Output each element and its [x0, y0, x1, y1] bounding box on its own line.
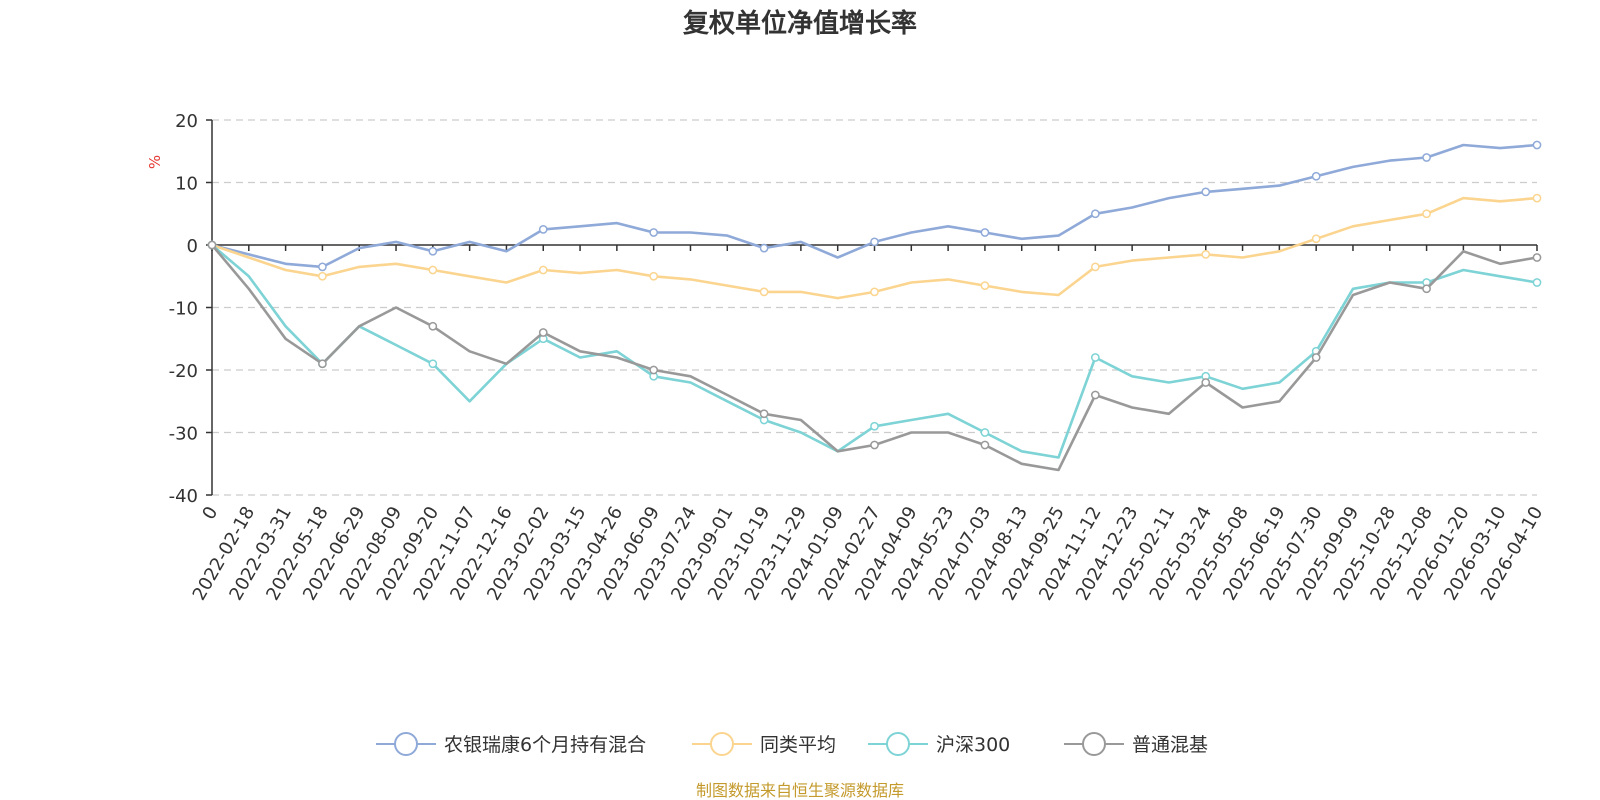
legend-item[interactable]: 沪深300: [868, 732, 1010, 756]
y-tick-label: -20: [169, 361, 198, 382]
series-point: [1311, 171, 1321, 181]
series-point: [538, 225, 548, 234]
y-tick-label: -40: [169, 486, 198, 507]
series-point: [870, 237, 879, 247]
series-point: [1532, 278, 1542, 287]
series-point: [538, 328, 548, 337]
series-point: [1311, 353, 1321, 362]
legend-label: 农银瑞康6个月持有混合: [444, 734, 646, 756]
y-tick-label: 0: [187, 236, 198, 257]
series-point: [1090, 353, 1100, 362]
y-tick-label: 20: [175, 111, 198, 132]
series-point: [870, 421, 879, 431]
grid-lines: [212, 119, 1537, 496]
legend-swatch-marker: [710, 732, 734, 756]
legend-item[interactable]: 同类平均: [692, 732, 836, 756]
series-point: [649, 365, 659, 375]
series-lines: [207, 140, 1542, 472]
y-tick-label: -30: [169, 424, 198, 445]
series-point: [428, 265, 438, 275]
series-point: [1090, 209, 1100, 219]
series-point: [428, 321, 438, 331]
series-point: [870, 287, 879, 297]
legend-swatch-marker: [1082, 732, 1106, 756]
series-point: [428, 246, 438, 256]
axes: 20100-10-20-30-4002022-02-182022-03-3120…: [169, 111, 1548, 604]
series-point: [207, 240, 217, 250]
chart-title: 复权单位净值增长率: [683, 8, 917, 39]
y-tick-label: 10: [175, 174, 198, 195]
data-source-note: 制图数据来自恒生聚源数据库: [696, 781, 904, 800]
series-point: [428, 359, 438, 369]
x-tick-label: 0: [198, 503, 222, 523]
series-point: [1311, 234, 1321, 244]
y-axis-unit: %: [146, 155, 164, 169]
legend-label: 普通混基: [1132, 734, 1208, 756]
series-point: [318, 359, 327, 369]
series-point: [1090, 262, 1100, 272]
legend-item[interactable]: 普通混基: [1064, 732, 1208, 756]
series-point: [649, 228, 659, 237]
series-point: [1422, 209, 1431, 219]
series-point: [759, 409, 769, 419]
series-point: [1422, 153, 1431, 162]
series-point: [759, 287, 769, 297]
legend-label: 沪深300: [936, 734, 1010, 756]
series-point: [1532, 140, 1542, 150]
series-point: [649, 271, 659, 281]
series-point: [1201, 378, 1211, 387]
series-point: [980, 228, 990, 237]
series-point: [980, 440, 990, 450]
series-point: [1201, 250, 1211, 259]
series-point: [1422, 284, 1431, 294]
series-point: [759, 243, 769, 253]
series-point: [1201, 187, 1211, 197]
legend-swatch-marker: [886, 732, 910, 756]
series-point: [980, 281, 990, 290]
legend-swatch-marker: [394, 732, 418, 756]
legend-item[interactable]: 农银瑞康6个月持有混合: [376, 732, 646, 756]
series-point: [1090, 390, 1100, 400]
series-point: [1532, 253, 1542, 262]
series-point: [980, 428, 990, 437]
series-point: [870, 440, 879, 450]
series-point: [318, 271, 327, 281]
series-point: [318, 262, 327, 272]
y-tick-label: -10: [169, 299, 198, 320]
series-point: [1532, 193, 1542, 203]
series-line: [211, 244, 1538, 472]
legend-label: 同类平均: [760, 734, 836, 756]
series-point: [538, 265, 548, 275]
legend[interactable]: 农银瑞康6个月持有混合 同类平均 沪深300 普通混基: [376, 732, 1208, 756]
